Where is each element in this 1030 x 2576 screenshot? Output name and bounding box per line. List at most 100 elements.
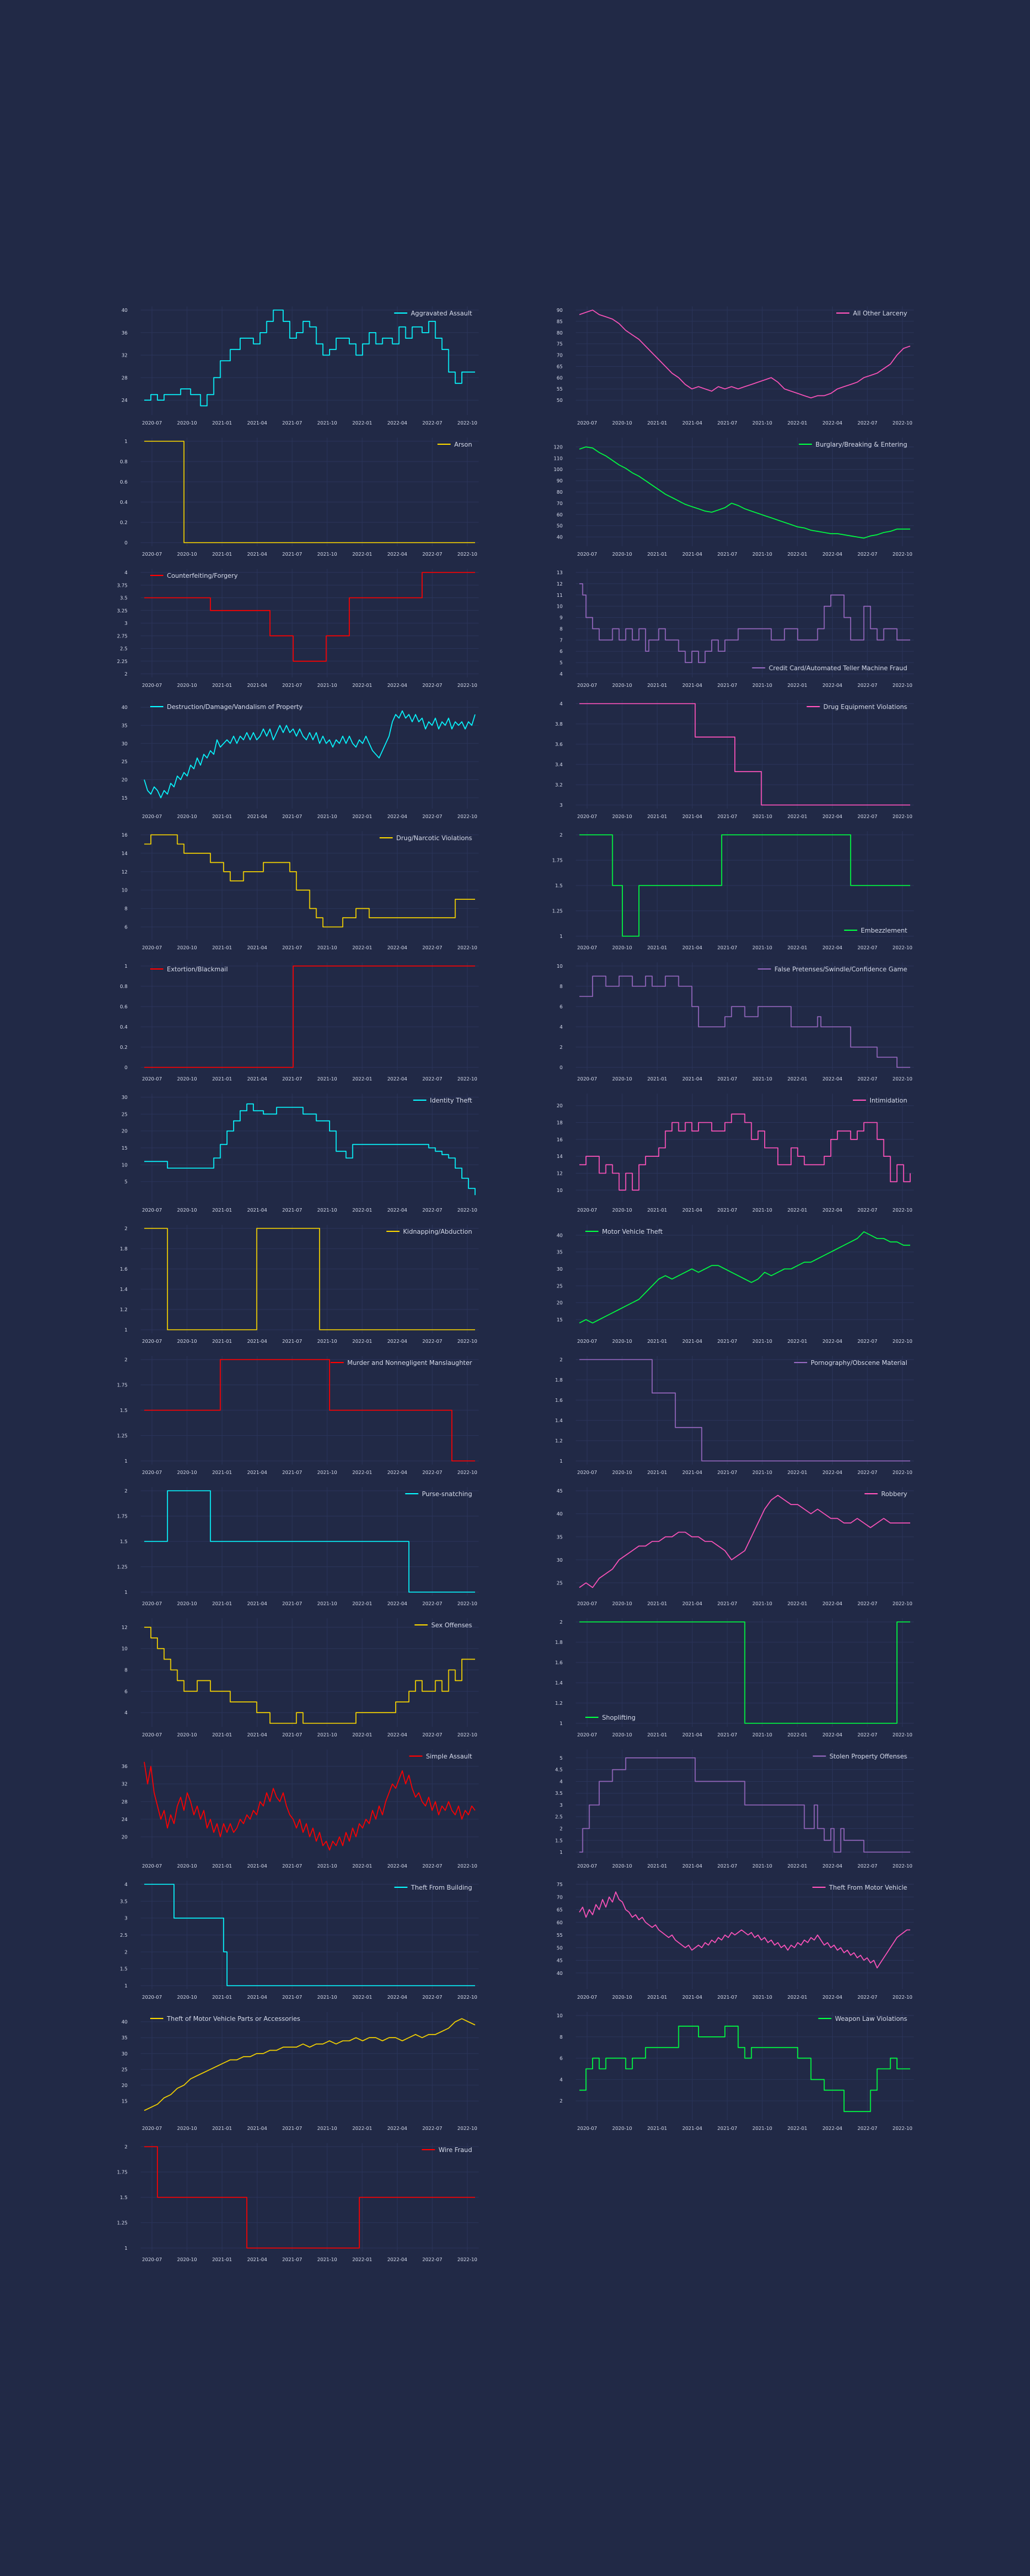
y-tick-label: 12 xyxy=(557,1171,563,1176)
y-tick-label: 3.4 xyxy=(555,762,563,767)
legend: Intimidation xyxy=(852,1097,907,1104)
series-line-embezzlement xyxy=(579,834,910,937)
x-tick-label: 2021-10 xyxy=(317,1995,337,2000)
y-tick-label: 1 xyxy=(125,439,128,444)
x-tick-label: 2022-10 xyxy=(457,1732,477,1738)
y-tick-label: 1 xyxy=(125,1327,128,1333)
x-tick-label: 2022-01 xyxy=(787,1470,807,1475)
y-tick-label: 6 xyxy=(560,2056,563,2061)
series-line-weapon-law-violations xyxy=(579,2026,910,2112)
y-tick-label: 28 xyxy=(122,1799,128,1804)
series-line-stolen-property-offenses xyxy=(579,1757,910,1853)
y-tick-label: 2.75 xyxy=(117,633,128,639)
y-tick-label: 20 xyxy=(122,2083,128,2088)
y-tick-label: 36 xyxy=(122,1764,128,1769)
x-tick-label: 2021-07 xyxy=(282,420,302,426)
x-tick-label: 2020-07 xyxy=(577,420,597,426)
x-tick-label: 2022-01 xyxy=(352,1995,372,2000)
x-tick-label: 2021-07 xyxy=(282,1339,302,1344)
x-tick-label: 2021-07 xyxy=(282,683,302,688)
x-tick-label: 2022-07 xyxy=(423,1339,442,1344)
chart-extortion-blackmail: 2020-07 2020-10 2021-01 2021-04 2021-07 2021-… xyxy=(120,962,479,1082)
y-tick-label: 3 xyxy=(560,803,563,808)
legend: Aggravated Assault xyxy=(394,310,472,317)
series-line-intimidation xyxy=(579,1113,911,1191)
legend: False Pretenses/Swindle/Confidence Game xyxy=(758,966,907,973)
x-tick-label: 2022-04 xyxy=(387,1470,407,1475)
x-tick-label: 2020-10 xyxy=(612,552,632,557)
series-line-theft-from-building xyxy=(144,1884,475,1986)
y-tick-label: 3.6 xyxy=(555,742,563,747)
y-tick-label: 120 xyxy=(554,444,563,450)
y-tick-label: 60 xyxy=(557,375,563,380)
x-tick-label: 2021-04 xyxy=(682,814,702,819)
legend-label: Burglary/Breaking & Entering xyxy=(815,441,907,448)
x-tick-label: 2021-07 xyxy=(282,1470,302,1475)
x-tick-label: 2021-01 xyxy=(647,2126,667,2131)
y-tick-label: 1.75 xyxy=(552,858,563,863)
chart-shoplifting: 2020-07 2020-10 2021-01 2021-04 2021-07 2021-… xyxy=(555,1618,914,1738)
x-tick-label: 2022-07 xyxy=(858,552,877,557)
legend: Shoplifting xyxy=(585,1714,635,1722)
y-tick-label: 30 xyxy=(122,1095,128,1100)
x-tick-label: 2021-01 xyxy=(212,552,232,557)
legend: Destruction/Damage/Vandalism of Property xyxy=(150,704,303,711)
y-tick-label: 1.25 xyxy=(117,2221,128,2226)
y-tick-label: 40 xyxy=(557,1971,563,1976)
x-tick-label: 2021-01 xyxy=(647,1339,667,1344)
x-tick-label: 2022-04 xyxy=(387,1339,407,1344)
x-tick-label: 2020-10 xyxy=(177,1076,197,1082)
x-tick-label: 2022-04 xyxy=(387,2257,407,2262)
y-tick-label: 80 xyxy=(557,330,563,336)
x-tick-label: 2021-07 xyxy=(282,552,302,557)
chart-stolen-property-offenses: 2020-07 2020-10 2021-01 2021-04 2021-07 2021-… xyxy=(555,1750,914,1869)
x-tick-label: 2021-01 xyxy=(647,1732,667,1738)
series-line-aggravated-assault xyxy=(144,309,475,407)
x-tick-label: 2020-10 xyxy=(177,1208,197,1213)
x-tick-label: 2022-10 xyxy=(457,1076,477,1082)
x-tick-label: 2021-07 xyxy=(717,814,737,819)
chart-sex-offenses: 2020-07 2020-10 2021-01 2021-04 2021-07 2021-… xyxy=(122,1618,479,1738)
legend-label: Destruction/Damage/Vandalism of Property xyxy=(167,704,303,711)
x-tick-label: 2021-10 xyxy=(752,1470,772,1475)
legend-label: Embezzlement xyxy=(861,927,907,934)
x-tick-label: 2020-07 xyxy=(142,1601,162,1606)
y-tick-label: 30 xyxy=(557,1558,563,1563)
x-tick-label: 2021-01 xyxy=(212,683,232,688)
legend: Theft of Motor Vehicle Parts or Accessor… xyxy=(150,2015,300,2023)
x-tick-label: 2021-01 xyxy=(212,1601,232,1606)
x-tick-label: 2022-01 xyxy=(352,1076,372,1082)
x-tick-label: 2021-01 xyxy=(212,1076,232,1082)
x-tick-label: 2021-10 xyxy=(752,1995,772,2000)
y-tick-label: 4 xyxy=(560,671,563,677)
y-tick-label: 6 xyxy=(125,925,128,930)
legend-label: False Pretenses/Swindle/Confidence Game xyxy=(774,966,907,973)
x-tick-label: 2020-07 xyxy=(142,683,162,688)
y-tick-label: 75 xyxy=(557,1882,563,1887)
y-tick-label: 25 xyxy=(122,759,128,764)
x-tick-label: 2021-10 xyxy=(317,1732,337,1738)
legend: Drug/Narcotic Violations xyxy=(379,835,472,842)
y-tick-label: 12 xyxy=(122,1625,128,1630)
y-tick-label: 50 xyxy=(557,398,563,403)
x-tick-label: 2020-10 xyxy=(612,1208,632,1213)
x-tick-label: 2021-04 xyxy=(247,1339,267,1344)
x-tick-label: 2020-07 xyxy=(142,1208,162,1213)
y-tick-label: 10 xyxy=(122,1162,128,1168)
chart-murder-and-nonnegligent-manslaughter: 2020-07 2020-10 2021-01 2021-04 2021-07 2021-… xyxy=(117,1356,479,1475)
y-tick-label: 0.6 xyxy=(120,1004,128,1010)
x-tick-label: 2021-10 xyxy=(317,945,337,950)
legend-label: Theft From Building xyxy=(411,1884,472,1891)
x-tick-label: 2021-07 xyxy=(717,1995,737,2000)
legend-label: Purse-snatching xyxy=(422,1491,472,1498)
x-tick-label: 2022-01 xyxy=(352,1732,372,1738)
x-tick-label: 2020-07 xyxy=(142,2126,162,2131)
chart-motor-vehicle-theft: 2020-07 2020-10 2021-01 2021-04 2021-07 2021-… xyxy=(557,1225,914,1344)
x-tick-label: 2021-07 xyxy=(717,420,737,426)
series-line-drug-narcotic-violations xyxy=(144,834,475,928)
x-tick-label: 2021-01 xyxy=(212,1470,232,1475)
y-tick-label: 1.25 xyxy=(117,1433,128,1439)
x-tick-label: 2020-10 xyxy=(177,814,197,819)
y-tick-label: 1.4 xyxy=(555,1680,563,1686)
legend-label: Pornography/Obscene Material xyxy=(811,1360,907,1367)
